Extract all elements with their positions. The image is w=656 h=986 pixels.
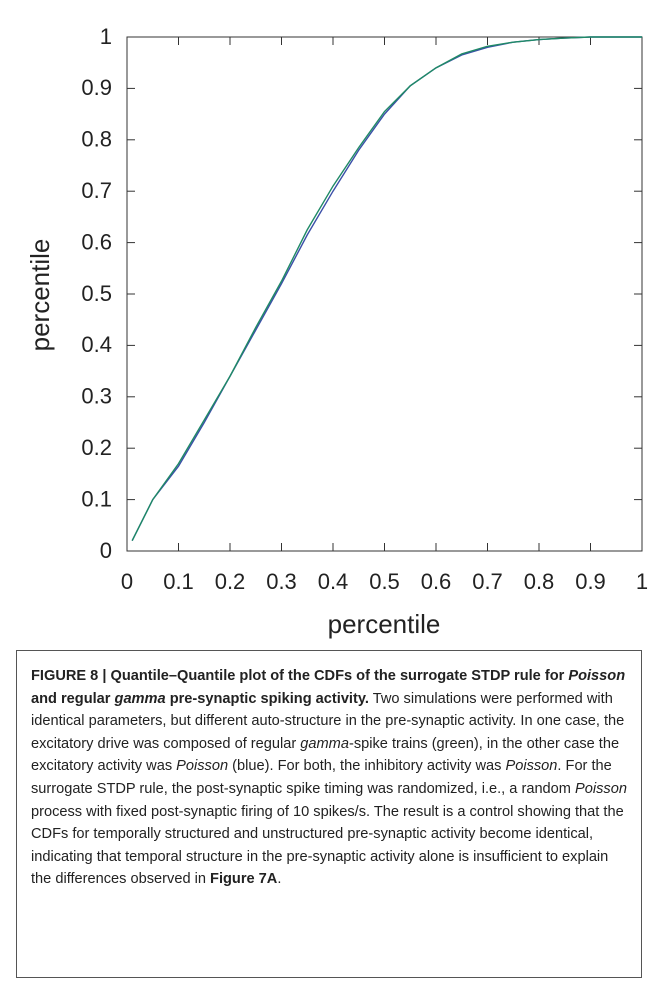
y-tick-label: 0.8 xyxy=(81,127,112,152)
x-axis-label: percentile xyxy=(328,609,441,639)
caption-run: . For the surrogate STDP rule, the post-… xyxy=(31,758,612,797)
caption-run: Poisson xyxy=(505,758,558,775)
caption-run: FIGURE 8 | Quantile–Quantile plot of the… xyxy=(31,668,569,684)
chart: percentile percentile 0 0.1 0.2 0.3 0.4 0.5 0.… xyxy=(25,24,648,639)
caption-run: Poisson xyxy=(176,758,229,775)
x-tick-label: 1 xyxy=(636,569,648,594)
caption-run: Two simulations were performed with iden… xyxy=(31,690,625,752)
caption-run: gamma xyxy=(300,735,349,752)
x-tick-label: 0.5 xyxy=(369,569,400,594)
caption-run: Poisson xyxy=(575,780,627,797)
caption-run: (blue). For both, the inhibitory activit… xyxy=(228,758,506,775)
x-tick-label: 0.8 xyxy=(524,569,555,594)
x-tick-label: 0.3 xyxy=(266,569,297,594)
x-tick-label: 0.7 xyxy=(472,569,503,594)
y-tick-label: 0.7 xyxy=(81,178,112,203)
y-tick-label: 1 xyxy=(100,24,112,49)
series-line xyxy=(131,36,642,542)
caption-run: . xyxy=(277,871,282,888)
x-tick-label: 0.4 xyxy=(318,569,349,594)
y-tick-label: 0.5 xyxy=(81,281,112,306)
x-tick-label: 0.2 xyxy=(215,569,246,594)
y-tick-label: 0 xyxy=(100,538,112,563)
x-tick-label: 0.6 xyxy=(421,569,452,594)
y-tick-label: 0.6 xyxy=(81,229,112,254)
caption-run: and regular xyxy=(31,690,115,707)
y-tick-label: 0.2 xyxy=(81,435,112,460)
y-tick-label: 0.4 xyxy=(81,332,112,357)
caption-run: process with fixed post-synaptic firing … xyxy=(31,803,624,888)
y-tick-label: 0.1 xyxy=(81,486,112,511)
caption-run: Poisson xyxy=(568,668,626,684)
y-tick-label: 0.3 xyxy=(81,384,112,409)
series-line xyxy=(131,36,642,542)
caption-run: gamma xyxy=(114,690,166,707)
caption-run: -spike trains (green), in the other case… xyxy=(31,735,620,775)
x-tick-label: 0 xyxy=(121,569,133,594)
x-tick-label: 0.9 xyxy=(575,569,606,594)
caption-run: pre-synaptic spiking activity. xyxy=(165,690,369,707)
x-tick-label: 0.1 xyxy=(163,569,194,594)
y-tick-label: 0.9 xyxy=(81,75,112,100)
caption: FIGURE 8 | Quantile–Quantile plot of the… xyxy=(16,650,642,978)
y-axis-label: percentile xyxy=(25,239,55,352)
caption-run: Figure 7A xyxy=(210,871,278,888)
